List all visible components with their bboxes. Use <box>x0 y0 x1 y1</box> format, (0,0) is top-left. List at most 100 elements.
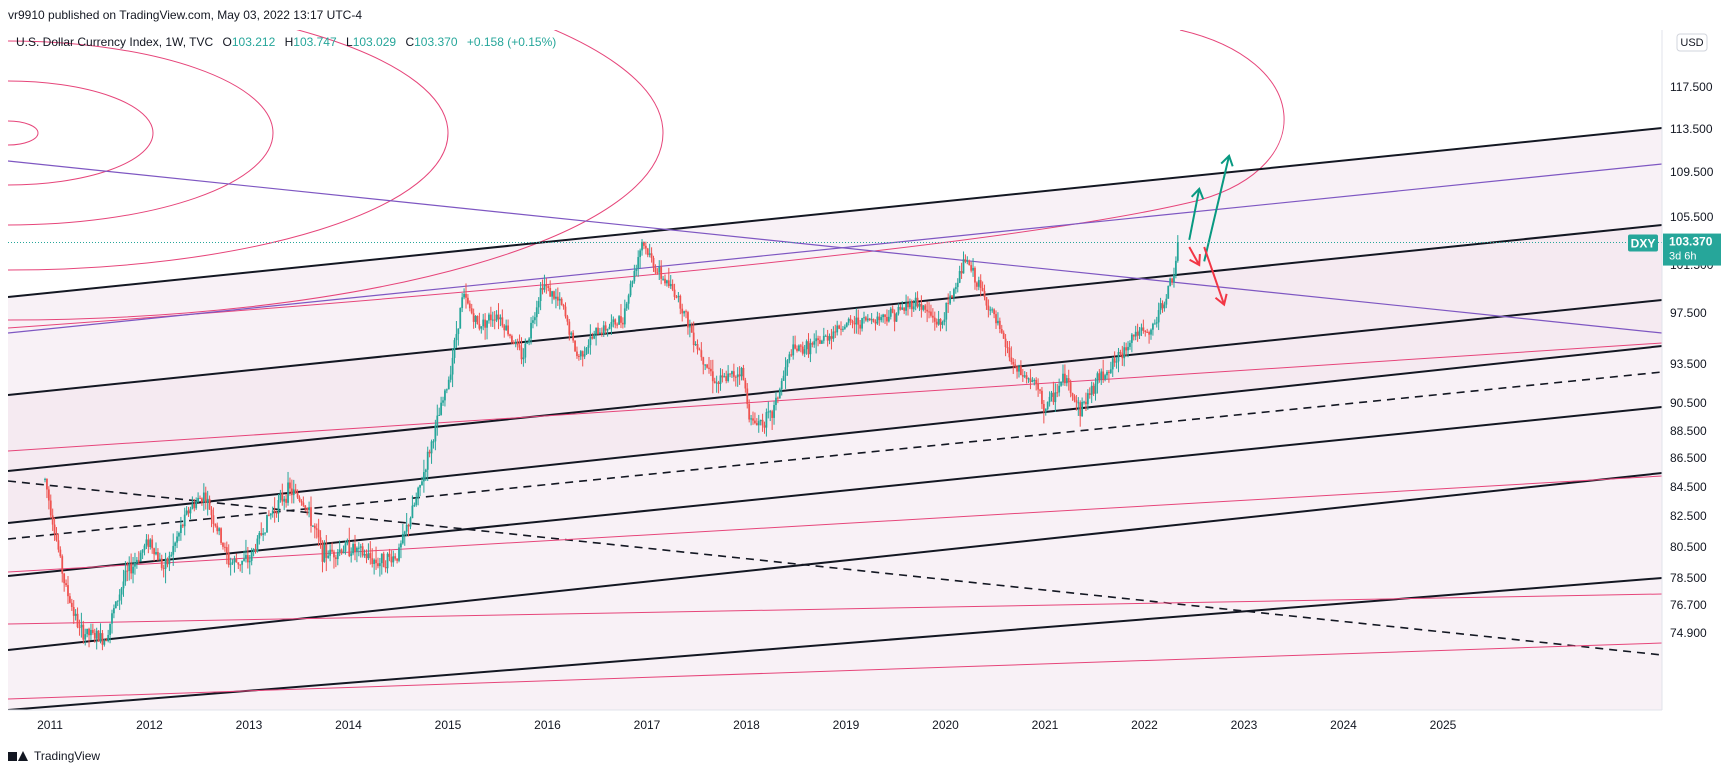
price-tick-label: 78.500 <box>1670 571 1707 585</box>
candle-body <box>675 296 678 298</box>
candle-body <box>478 324 481 329</box>
candle-body <box>390 556 393 563</box>
price-tick-label: 76.700 <box>1670 598 1707 612</box>
candle-body <box>375 559 377 564</box>
candle-body <box>893 312 896 322</box>
candle-body <box>271 510 274 514</box>
candle-body <box>539 288 542 302</box>
candle-body <box>771 411 774 418</box>
candle-body <box>778 389 781 399</box>
candle-body <box>865 317 867 321</box>
candle-body <box>945 302 948 320</box>
tradingview-logo-icon <box>8 750 30 762</box>
candle-body <box>1054 392 1057 403</box>
candle-body <box>842 328 844 330</box>
candle-body <box>109 623 111 635</box>
candle-body <box>861 318 863 329</box>
time-tick-label: 2016 <box>534 718 561 732</box>
candle-body <box>1042 403 1045 412</box>
candle-body <box>199 497 201 499</box>
candle-body <box>926 309 929 312</box>
candle-body <box>815 338 818 342</box>
candle-body <box>744 380 747 389</box>
candle-body <box>690 325 693 333</box>
candle-body <box>415 497 418 505</box>
candle-body <box>805 341 808 350</box>
candle-body <box>807 341 810 355</box>
candle-body <box>468 303 471 309</box>
candle-body <box>532 320 534 323</box>
candle-body <box>436 415 439 426</box>
candle-body <box>503 325 506 331</box>
projection-arrow-up <box>1203 155 1231 262</box>
candle-body <box>836 325 839 333</box>
candle-body <box>600 332 603 335</box>
time-tick-label: 2020 <box>932 718 959 732</box>
candle-body <box>227 552 230 565</box>
channel-line <box>8 345 1662 524</box>
candle-body <box>599 332 601 335</box>
candle-body <box>524 343 527 358</box>
candle-body <box>1123 347 1126 359</box>
candle-body <box>553 291 555 299</box>
candle-body <box>857 317 860 325</box>
candle-body <box>560 298 563 305</box>
candle-body <box>543 284 546 290</box>
candle-body <box>382 553 385 568</box>
candle-body <box>558 298 561 301</box>
candle-body <box>69 596 71 603</box>
candle-body <box>151 539 154 549</box>
candle-body <box>667 280 670 287</box>
candle-body <box>283 498 286 502</box>
candle-body <box>1004 338 1007 348</box>
candle-body <box>294 489 297 494</box>
candle-body <box>101 633 104 645</box>
candle-body <box>327 555 330 558</box>
candle-body <box>428 451 431 454</box>
candle-body <box>1050 392 1053 397</box>
candle-body <box>769 411 772 413</box>
candle-body <box>995 314 997 324</box>
candle-body <box>664 278 666 284</box>
candle-body <box>526 342 529 344</box>
candle-body <box>118 594 121 601</box>
candle-body <box>1037 383 1040 390</box>
fib-fan-line <box>8 642 1662 700</box>
candle-body <box>164 558 167 569</box>
candle-body <box>359 546 362 548</box>
candle-body <box>738 374 741 377</box>
currency-button[interactable]: USD <box>1676 33 1708 52</box>
candle-body <box>484 319 487 328</box>
candle-body <box>1155 322 1158 324</box>
candle-body <box>761 419 764 426</box>
candle-body <box>222 542 224 547</box>
candle-body <box>939 318 942 325</box>
candle-body <box>172 545 175 555</box>
candle-body <box>951 295 953 298</box>
candle-body <box>979 280 982 289</box>
candle-body <box>512 342 515 345</box>
candle-body <box>576 351 578 357</box>
candle-body <box>111 613 113 624</box>
candle-body <box>367 553 370 559</box>
candle-body <box>692 332 695 346</box>
candle-body <box>377 563 379 567</box>
candle-body <box>185 510 188 515</box>
candle-body <box>847 318 850 323</box>
candle-body <box>120 588 123 595</box>
candle-body <box>671 283 674 290</box>
candle-body <box>493 319 496 321</box>
candle-body <box>884 314 886 317</box>
time-tick-label: 2012 <box>136 718 163 732</box>
candle-body <box>669 283 672 287</box>
time-axis[interactable]: 2011 2012 2013 2014 2015 2016 2017 2018 2019 2020… <box>37 718 1457 732</box>
legend-close-label: C <box>405 35 414 49</box>
candle-body <box>1081 401 1084 417</box>
price-axis[interactable]: 74.900 76.700 78.500 80.500 82.500 84.500 86.5… <box>1670 80 1714 640</box>
candle-body <box>470 308 473 314</box>
candle-body <box>268 514 270 516</box>
price-badge-value: 103.370 <box>1669 235 1713 249</box>
candle-body <box>685 311 687 313</box>
candle-body <box>174 542 177 546</box>
